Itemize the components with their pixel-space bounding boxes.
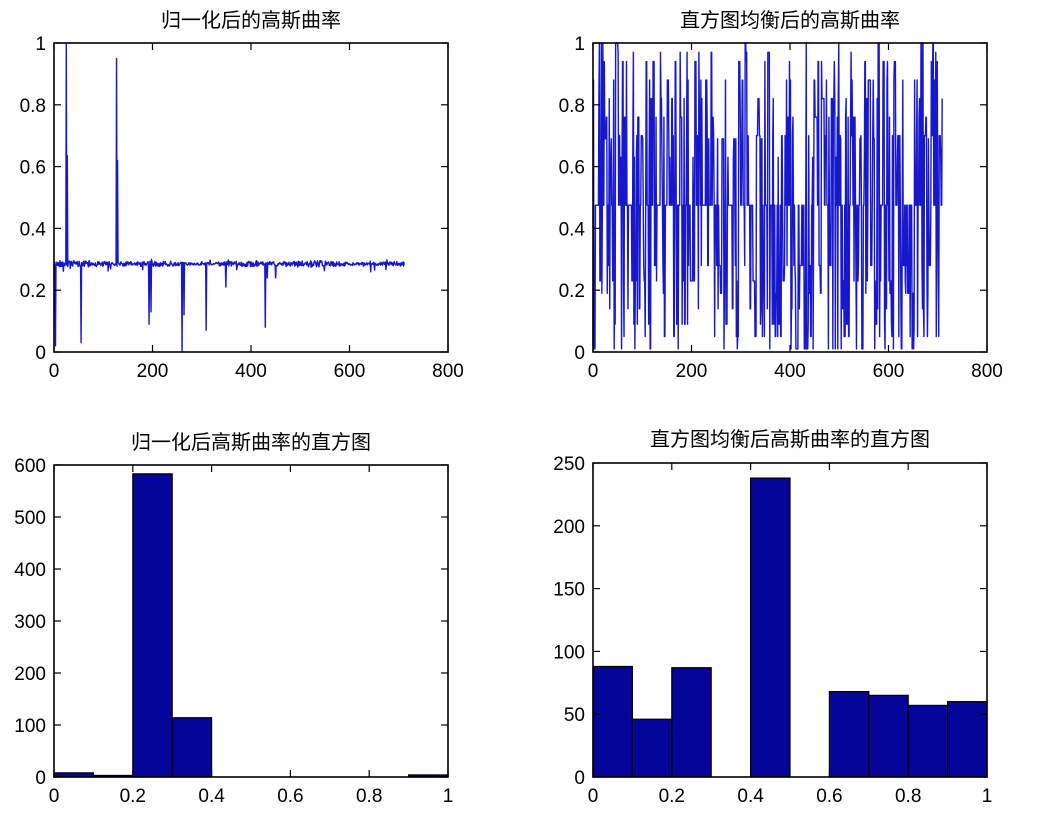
- x-tick-label: 0.6: [816, 786, 842, 807]
- x-tick-label: 1: [443, 786, 454, 807]
- histogram-bar: [671, 667, 712, 778]
- y-tick-label: 0.8: [559, 96, 585, 117]
- x-tick-label: 0.8: [895, 786, 921, 807]
- x-tick-label: 0.8: [356, 786, 382, 807]
- x-tick-label: 400: [774, 361, 806, 382]
- y-tick-label: 0.6: [559, 158, 585, 179]
- histogram-bar: [828, 690, 870, 778]
- y-tick-label: 1: [574, 34, 585, 55]
- y-tick-label: 0.4: [559, 219, 586, 240]
- y-tick-label: 0: [574, 343, 585, 364]
- y-tick-label: 150: [553, 580, 585, 601]
- subplot-title-equalized-histogram: 直方图均衡后高斯曲率的直方图: [650, 429, 930, 451]
- y-tick-label: 0.8: [20, 96, 46, 117]
- histogram-bar: [592, 665, 634, 778]
- x-tick-label: 600: [873, 361, 905, 382]
- x-tick-label: 0.6: [277, 786, 303, 807]
- histogram-bar: [132, 473, 173, 778]
- histogram-bar: [946, 701, 988, 778]
- x-tick-label: 0: [588, 786, 599, 807]
- y-tick-label: 200: [553, 517, 585, 538]
- bar-histogram-normalized-curvature: 0 0.2 0.4 0.6 0.8 1 0 100 200 300 400 500 600: [14, 456, 453, 807]
- y-tick-label: 200: [14, 664, 46, 685]
- y-tick-label: 1: [35, 34, 46, 55]
- x-tick-label: 200: [676, 361, 708, 382]
- y-tick-label: 500: [14, 508, 46, 529]
- y-tick-label: 400: [14, 560, 46, 581]
- x-tick-label: 800: [971, 361, 1003, 382]
- x-tick-label: 0: [588, 361, 599, 382]
- x-tick-label: 0.4: [198, 786, 225, 807]
- x-tick-label: 200: [137, 361, 169, 382]
- y-tick-label: 0.6: [20, 158, 46, 179]
- subplot-title-normalized-curvature: 归一化后的高斯曲率: [161, 10, 341, 32]
- x-tick-label: 0: [49, 786, 60, 807]
- y-tick-label: 0.4: [20, 219, 47, 240]
- x-tick-label: 0.2: [120, 786, 146, 807]
- y-tick-label: 250: [553, 454, 585, 475]
- histogram-bar: [907, 704, 949, 778]
- axes-box: [53, 464, 449, 778]
- histogram-bar: [868, 694, 909, 778]
- x-tick-label: 600: [334, 361, 366, 382]
- subplot-title-equalized-curvature: 直方图均衡后的高斯曲率: [680, 10, 900, 32]
- axes-box: [592, 42, 988, 353]
- histogram-bar: [749, 477, 791, 778]
- x-tick-label: 400: [235, 361, 267, 382]
- y-tick-label: 0.2: [559, 281, 585, 302]
- x-tick-label: 0.4: [737, 786, 764, 807]
- subplot-title-normalized-histogram: 归一化后高斯曲率的直方图: [131, 432, 371, 454]
- y-tick-label: 600: [14, 456, 46, 477]
- axes-box: [53, 42, 449, 353]
- x-tick-label: 0.2: [659, 786, 685, 807]
- axes-box: [592, 462, 988, 778]
- y-tick-label: 300: [14, 612, 46, 633]
- line-plot-equalized-gaussian-curvature: 0 200 400 600 800 0 0.2 0.4 0.6 0.8 1: [559, 34, 1003, 382]
- y-tick-label: 100: [14, 716, 46, 737]
- x-tick-label: 800: [432, 361, 464, 382]
- y-tick-label: 0.2: [20, 281, 46, 302]
- signal-line: [592, 42, 943, 350]
- line-plot-normalized-gaussian-curvature: 0 200 400 600 800 0 0.2 0.4 0.6 0.8 1: [20, 34, 464, 382]
- bar-histogram-equalized-curvature: 0 0.2 0.4 0.6 0.8 1 0 50 100 150 200 250: [553, 454, 992, 807]
- x-tick-label: 0: [49, 361, 60, 382]
- histogram-bar: [171, 717, 213, 778]
- y-tick-label: 0: [574, 768, 585, 789]
- y-tick-label: 0: [35, 768, 46, 789]
- y-tick-label: 0: [35, 343, 46, 364]
- y-tick-label: 100: [553, 642, 585, 663]
- x-tick-label: 1: [982, 786, 993, 807]
- histogram-bar: [631, 718, 673, 778]
- y-tick-label: 50: [564, 705, 585, 726]
- signal-line: [53, 42, 405, 353]
